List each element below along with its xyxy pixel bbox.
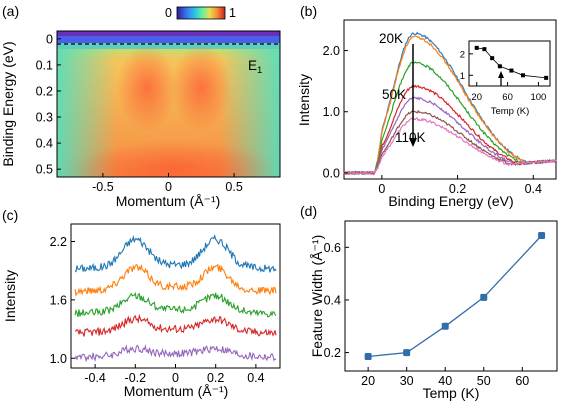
y-tick-label: 0.1 <box>36 58 53 72</box>
y-tick-label: 0.4 <box>324 293 341 307</box>
panel-d: (d) 20 30 40 50 60 0.2 0.4 0.6 Temp (K) Feature… <box>300 203 558 401</box>
mdc-curve <box>74 313 277 337</box>
data-point <box>364 353 372 361</box>
data-point <box>480 293 488 301</box>
colorbar-min-label: 0 <box>165 6 172 20</box>
panel-b-label: (b) <box>300 3 317 19</box>
temperature-arrow-head <box>409 138 417 147</box>
x-tick-label: 20 <box>361 374 375 388</box>
x-tick-label: -0.4 <box>84 371 106 385</box>
panel-c-label: (c) <box>2 207 18 223</box>
intensity-curve <box>343 117 557 176</box>
colorbar-max-label: 1 <box>229 6 236 20</box>
panel-b: (b) 0 0.2 0.4 0.0 1.0 2.0 20K 50K 110K 20 60 10… <box>296 3 557 209</box>
data-point <box>538 231 546 239</box>
inset-marker <box>482 47 487 52</box>
panel-d-xlabel: Temp (K) <box>423 385 480 401</box>
x-tick-label: 60 <box>502 92 513 103</box>
x-tick-label: 0.2 <box>449 182 466 196</box>
mdc-curve <box>74 234 277 273</box>
x-tick-label: 0 <box>165 180 172 194</box>
inset-arrow-head <box>498 71 504 78</box>
panel-a-label: (a) <box>2 3 19 19</box>
e1-annotation: E1 <box>248 58 262 76</box>
intensity-curve <box>343 35 557 176</box>
mdc-curve <box>74 292 277 318</box>
y-tick-label: 0.2 <box>36 84 53 98</box>
heatmap-image <box>57 31 280 177</box>
y-tick-label: 0 <box>46 32 53 46</box>
label-110k: 110K <box>395 130 426 145</box>
panel-a-xlabel: Momentum (Å⁻¹) <box>116 193 221 209</box>
inset-marker <box>544 75 549 80</box>
panel-b-ylabel: Intensity <box>296 74 312 126</box>
x-tick-label: 0.4 <box>247 371 264 385</box>
inset-marker <box>509 68 514 73</box>
panel-d-ylabel: Feature Width (Å⁻¹) <box>309 235 325 358</box>
inset-xlabel: Temp (K) <box>491 106 530 117</box>
x-tick-label: 40 <box>438 374 452 388</box>
panel-d-label: (d) <box>300 203 317 219</box>
width-line <box>368 235 543 358</box>
mdc-curve <box>74 344 277 363</box>
x-tick-label: 100 <box>530 92 546 103</box>
x-tick-label: -0.2 <box>125 371 147 385</box>
y-tick-label: 1 <box>460 71 465 82</box>
x-tick-label: 0 <box>172 371 179 385</box>
panel-a-ylabel: Binding Energy (eV) <box>0 41 16 166</box>
y-tick-label: 1.6 <box>50 293 67 307</box>
inset-marker <box>490 56 495 61</box>
inset-marker <box>521 73 525 78</box>
data-point <box>403 349 411 357</box>
colorbar <box>176 6 226 20</box>
inset-marker <box>474 45 479 50</box>
label-20k: 20K <box>379 31 403 46</box>
panel-c-xlabel: Momentum (Å⁻¹) <box>124 383 229 399</box>
x-tick-label: 0.5 <box>225 180 242 194</box>
x-tick-label: 0.4 <box>525 182 542 196</box>
panel-c: (c) -0.4 -0.2 0 0.2 0.4 1.0 1.6 2.2 Momentum (Å… <box>2 207 281 399</box>
y-tick-label: 1.0 <box>323 105 340 119</box>
panel-b-inset: 20 60 100 1 2 Temp (K) <box>460 40 551 117</box>
data-point <box>441 322 449 330</box>
y-tick-label: 2 <box>460 49 465 60</box>
y-tick-label: 2.0 <box>323 44 340 58</box>
intensity-curve <box>343 109 557 176</box>
x-tick-label: -0.5 <box>92 180 114 194</box>
x-tick-label: 0 <box>378 182 385 196</box>
panel-c-ylabel: Intensity <box>2 270 18 322</box>
y-tick-label: 0.0 <box>323 166 340 180</box>
x-tick-label: 20 <box>471 92 482 103</box>
y-tick-label: 0.2 <box>324 346 341 360</box>
x-tick-label: 0.2 <box>207 371 224 385</box>
label-50k: 50K <box>382 87 406 102</box>
y-tick-label: 0.3 <box>36 111 53 125</box>
panel-a: (a) 0 1 E1 -0.5 0 0.5 0 0.1 0.2 0.3 0.4 0.5 Mome… <box>0 3 281 209</box>
x-tick-label: 50 <box>477 374 491 388</box>
panel-b-xlabel: Binding Energy (eV) <box>388 193 513 209</box>
x-tick-label: 60 <box>515 374 529 388</box>
y-tick-label: 2.2 <box>50 235 67 249</box>
y-tick-label: 0.6 <box>324 241 341 255</box>
y-tick-label: 0.4 <box>36 137 53 151</box>
x-tick-label: 30 <box>400 374 414 388</box>
y-tick-label: 1.0 <box>50 352 67 366</box>
mdc-curve <box>74 263 277 297</box>
inset-marker <box>497 64 502 69</box>
y-tick-label: 0.5 <box>36 163 53 177</box>
